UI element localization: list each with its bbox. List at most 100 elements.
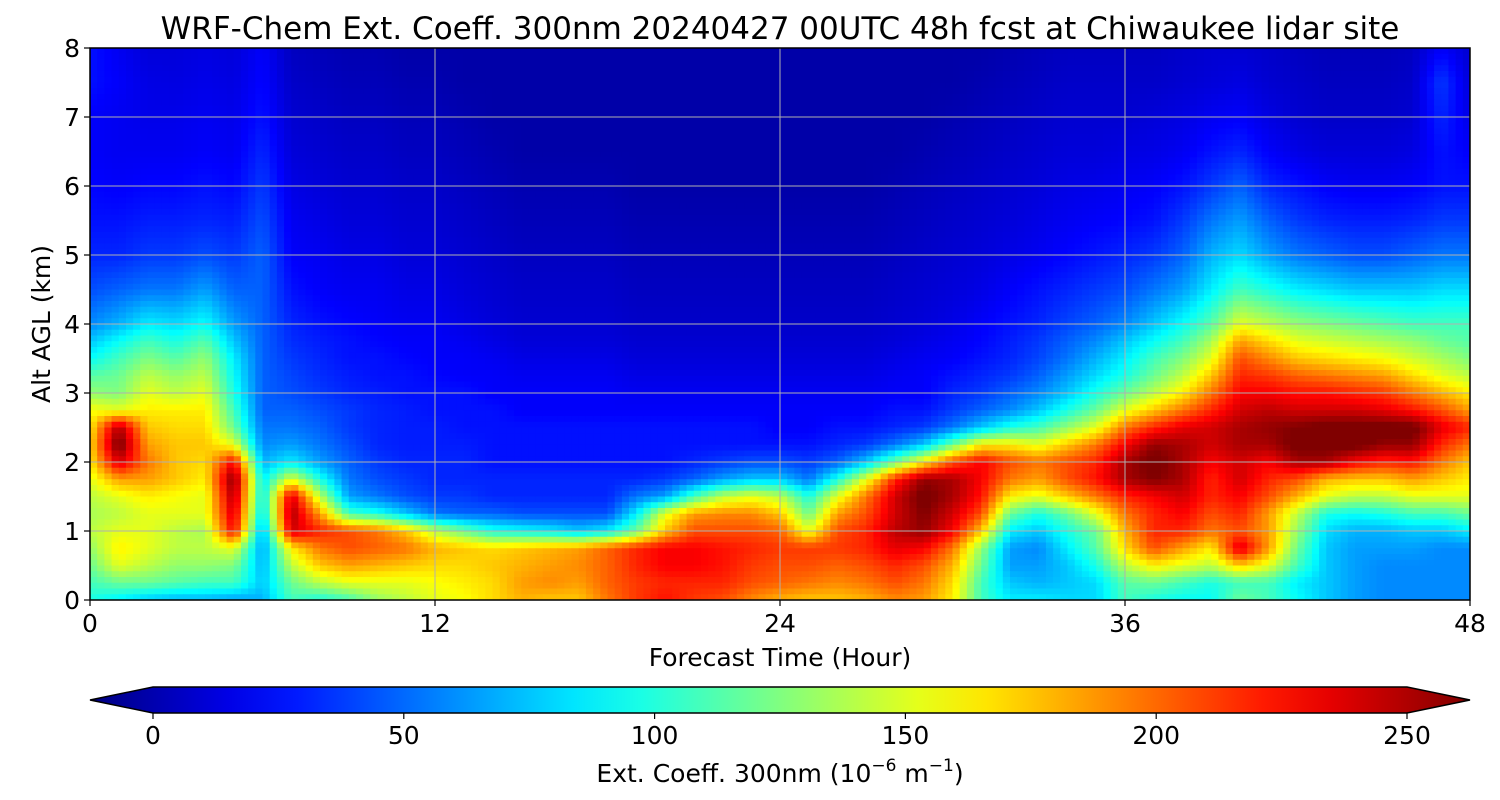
heatmap-cell bbox=[470, 71, 479, 78]
heatmap-cell bbox=[399, 145, 407, 153]
heatmap-cell bbox=[700, 48, 709, 55]
heatmap-cell bbox=[808, 145, 817, 153]
heatmap-cell bbox=[708, 122, 716, 130]
heatmap-cell bbox=[377, 122, 386, 130]
heatmap-cell bbox=[420, 128, 429, 135]
heatmap-cell bbox=[169, 134, 177, 141]
heatmap-cell bbox=[564, 76, 573, 84]
heatmap-cell bbox=[1160, 65, 1169, 72]
heatmap-cell bbox=[593, 128, 601, 135]
heatmap-cell bbox=[851, 163, 860, 170]
heatmap-cell bbox=[1455, 180, 1464, 187]
heatmap-cell bbox=[442, 163, 450, 170]
heatmap-cell bbox=[1419, 48, 1428, 55]
heatmap-cell bbox=[485, 82, 494, 89]
heatmap-cell bbox=[506, 88, 515, 95]
heatmap-cell bbox=[1153, 111, 1162, 118]
heatmap-cell bbox=[600, 94, 609, 101]
heatmap-cell bbox=[248, 71, 256, 78]
heatmap-cell bbox=[1426, 53, 1435, 61]
heatmap-cell bbox=[700, 128, 709, 135]
heatmap-cell bbox=[923, 186, 932, 193]
heatmap-cell bbox=[190, 59, 199, 66]
heatmap-cell bbox=[377, 157, 386, 164]
heatmap-cell bbox=[1355, 111, 1363, 118]
heatmap-cell bbox=[895, 163, 903, 170]
heatmap-cell bbox=[427, 53, 436, 61]
heatmap-cell bbox=[880, 134, 889, 141]
heatmap-cell bbox=[456, 145, 465, 153]
heatmap-cell bbox=[621, 76, 630, 84]
heatmap-cell bbox=[284, 134, 292, 141]
heatmap-cell bbox=[384, 65, 393, 72]
heatmap-cell bbox=[930, 99, 939, 107]
heatmap-cell bbox=[1448, 157, 1457, 164]
heatmap-cell bbox=[1441, 128, 1450, 135]
heatmap-cell bbox=[463, 99, 472, 107]
heatmap-cell bbox=[248, 99, 256, 107]
heatmap-cell bbox=[930, 76, 939, 84]
heatmap-cell bbox=[844, 174, 853, 181]
heatmap-cell bbox=[585, 140, 594, 147]
heatmap-cell bbox=[1139, 59, 1148, 66]
heatmap-cell bbox=[772, 94, 781, 101]
heatmap-cell bbox=[355, 174, 364, 181]
heatmap-cell bbox=[909, 117, 918, 124]
heatmap-cell bbox=[808, 186, 817, 193]
heatmap-cell bbox=[205, 48, 213, 55]
heatmap-cell bbox=[744, 168, 752, 176]
heatmap-cell bbox=[780, 71, 788, 78]
heatmap-cell bbox=[391, 157, 400, 164]
heatmap-cell bbox=[1254, 163, 1263, 170]
heatmap-cell bbox=[1275, 191, 1284, 199]
heatmap-cell bbox=[1412, 174, 1421, 181]
heatmap-cell bbox=[442, 99, 450, 107]
heatmap-cell bbox=[514, 76, 522, 84]
heatmap-cell bbox=[672, 186, 680, 193]
heatmap-cell bbox=[1333, 94, 1342, 101]
heatmap-cell bbox=[291, 76, 300, 84]
heatmap-cell bbox=[585, 111, 594, 118]
heatmap-cell bbox=[1426, 151, 1435, 158]
heatmap-cell bbox=[312, 76, 321, 84]
heatmap-cell bbox=[420, 122, 429, 130]
heatmap-cell bbox=[1196, 140, 1205, 147]
heatmap-cell bbox=[1297, 180, 1306, 187]
heatmap-cell bbox=[1153, 145, 1162, 153]
heatmap-cell bbox=[1333, 128, 1342, 135]
heatmap-cell bbox=[1304, 168, 1313, 176]
heatmap-cell bbox=[1419, 180, 1428, 187]
heatmap-cell bbox=[463, 48, 472, 55]
heatmap-cell bbox=[499, 105, 508, 112]
heatmap-cell bbox=[284, 82, 292, 89]
heatmap-cell bbox=[248, 128, 256, 135]
heatmap-cell bbox=[305, 140, 314, 147]
heatmap-cell bbox=[1412, 65, 1421, 72]
heatmap-cell bbox=[370, 191, 379, 199]
heatmap-cell bbox=[621, 151, 630, 158]
heatmap-cell bbox=[1074, 94, 1083, 101]
heatmap-cell bbox=[111, 71, 120, 78]
heatmap-cell bbox=[348, 157, 357, 164]
heatmap-cell bbox=[1089, 65, 1097, 72]
heatmap-cell bbox=[1326, 105, 1335, 112]
heatmap-cell bbox=[1232, 53, 1241, 61]
heatmap-cell bbox=[981, 82, 990, 89]
heatmap-cell bbox=[305, 105, 314, 112]
heatmap-cell bbox=[478, 82, 486, 89]
heatmap-cell bbox=[1304, 191, 1313, 199]
heatmap-cell bbox=[442, 71, 450, 78]
heatmap-cell bbox=[370, 140, 379, 147]
heatmap-cell bbox=[995, 105, 1004, 112]
heatmap-cell bbox=[1405, 53, 1414, 61]
heatmap-cell bbox=[1390, 163, 1399, 170]
heatmap-cell bbox=[154, 151, 163, 158]
heatmap-cell bbox=[240, 71, 249, 78]
heatmap-cell bbox=[233, 94, 242, 101]
heatmap-cell bbox=[823, 140, 831, 147]
heatmap-cell bbox=[1405, 48, 1414, 55]
heatmap-cell bbox=[1268, 53, 1277, 61]
heatmap-cell bbox=[952, 180, 961, 187]
heatmap-cell bbox=[492, 48, 501, 55]
heatmap-cell bbox=[665, 48, 673, 55]
